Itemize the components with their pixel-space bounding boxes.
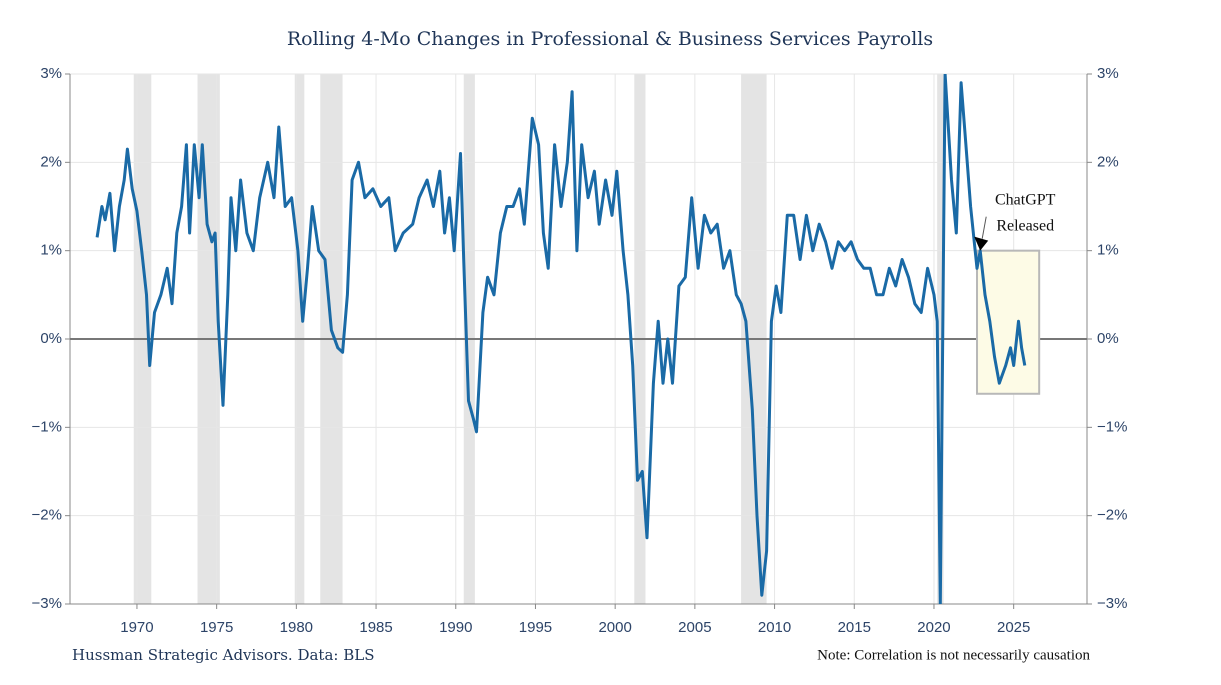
annotation-text: Released [996,218,1054,235]
x-tick-label: 1980 [280,619,313,636]
y-tick-label: 3% [40,65,62,82]
x-tick-label: 1990 [439,619,472,636]
x-tick-label: 2000 [598,619,631,636]
note: Note: Correlation is not necessarily cau… [817,647,1090,663]
x-tick-label: 1995 [519,619,552,636]
annotation-leader [981,216,987,239]
x-tick-label: 2010 [758,619,791,636]
y-tick-label: −3% [1097,595,1127,612]
x-tick-label: 1970 [120,619,153,636]
y-tick-label: 0% [40,330,62,347]
chart-title: Rolling 4-Mo Changes in Professional & B… [287,28,933,50]
x-tick-label: 1975 [200,619,233,636]
y-tick-label: −2% [32,507,62,524]
x-tick-label: 2005 [678,619,711,636]
y-tick-label: −1% [1097,418,1127,435]
highlight-box [976,249,1041,395]
y-tick-label: −2% [1097,507,1127,524]
x-tick-label: 2015 [838,619,871,636]
y-tick-label: 0% [1097,330,1119,347]
annotation-arrow [974,236,989,251]
annotation-text: ChatGPT [995,192,1056,209]
source: Hussman Strategic Advisors. Data: BLS [72,646,374,664]
y-tick-label: 2% [40,153,62,170]
y-tick-label: 2% [1097,153,1119,170]
x-tick-label: 2020 [917,619,950,636]
y-tick-label: 1% [40,242,62,259]
y-tick-label: −1% [32,418,62,435]
y-tick-label: 3% [1097,65,1119,82]
data-line [95,74,1027,604]
x-tick-label: 2025 [997,619,1030,636]
y-tick-label: −3% [32,595,62,612]
y-tick-label: 1% [1097,242,1119,259]
x-tick-label: 1985 [359,619,392,636]
